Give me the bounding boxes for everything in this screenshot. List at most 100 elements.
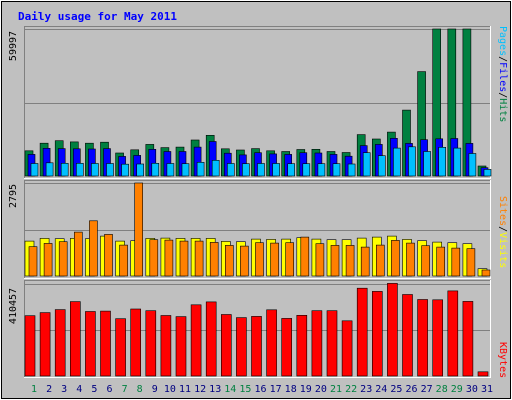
bar-pages-day-2 xyxy=(45,162,54,177)
bar-pages-day-17 xyxy=(272,163,280,177)
bar-pages-day-28 xyxy=(438,147,447,177)
bar-kbytes-day-8 xyxy=(130,308,141,377)
day-label-26: 26 xyxy=(405,384,417,395)
bar-kbytes-day-7 xyxy=(115,318,126,377)
bar-sites-day-18 xyxy=(285,242,295,277)
day-label-9: 9 xyxy=(152,384,158,395)
bar-kbytes-day-14 xyxy=(221,314,232,377)
bar-pages-day-29 xyxy=(453,147,462,177)
bar-sites-day-6 xyxy=(104,234,113,277)
bar-pages-day-15 xyxy=(242,163,250,177)
day-label-25: 25 xyxy=(390,384,402,395)
bar-pages-day-1 xyxy=(30,163,39,177)
bar-pages-day-13 xyxy=(211,160,220,177)
bar-kbytes-day-2 xyxy=(39,312,51,377)
day-label-29: 29 xyxy=(451,384,463,395)
day-label-3: 3 xyxy=(61,384,67,395)
bar-kbytes-day-13 xyxy=(205,301,217,377)
day-label-8: 8 xyxy=(137,384,143,395)
bar-kbytes-day-19 xyxy=(296,314,308,377)
day-label-16: 16 xyxy=(254,384,266,395)
bar-pages-day-4 xyxy=(76,163,84,177)
day-label-4: 4 xyxy=(76,384,82,395)
bar-pages-day-27 xyxy=(423,151,431,177)
bar-kbytes-day-25 xyxy=(387,283,398,377)
day-label-31: 31 xyxy=(481,384,493,395)
bar-sites-day-13 xyxy=(209,242,219,277)
bar-kbytes-day-9 xyxy=(145,310,157,377)
bar-sites-day-12 xyxy=(194,240,204,277)
bar-sites-day-2 xyxy=(43,243,53,277)
day-label-2: 2 xyxy=(46,384,52,395)
bar-pages-day-26 xyxy=(408,146,416,177)
bar-sites-day-22 xyxy=(345,245,355,277)
panel-bot-max-label: 410457 xyxy=(8,288,19,324)
bar-kbytes-day-22 xyxy=(341,320,353,377)
bar-kbytes-day-6 xyxy=(100,310,111,377)
bar-kbytes-day-20 xyxy=(311,310,323,377)
bar-sites-day-17 xyxy=(270,242,279,277)
bar-sites-day-27 xyxy=(421,245,430,277)
bar-pages-day-19 xyxy=(302,163,311,177)
day-label-21: 21 xyxy=(330,384,342,395)
bar-sites-day-10 xyxy=(164,239,174,277)
day-label-13: 13 xyxy=(209,384,221,395)
day-label-15: 15 xyxy=(239,384,251,395)
bar-kbytes-day-18 xyxy=(281,318,293,377)
bar-sites-day-8 xyxy=(134,182,143,277)
day-label-17: 17 xyxy=(270,384,282,395)
bar-sites-day-29 xyxy=(451,247,461,277)
bar-kbytes-day-23 xyxy=(356,287,368,377)
bar-pages-day-25 xyxy=(393,147,401,177)
day-label-23: 23 xyxy=(360,384,372,395)
bar-pages-day-9 xyxy=(151,163,160,177)
bar-kbytes-day-15 xyxy=(236,317,247,377)
panel-bot-legend: KBytes xyxy=(497,342,508,378)
bar-pages-day-10 xyxy=(166,163,175,177)
day-label-12: 12 xyxy=(194,384,206,395)
bar-pages-day-6 xyxy=(106,163,114,177)
day-label-6: 6 xyxy=(106,384,112,395)
bar-kbytes-day-29 xyxy=(447,290,459,377)
bar-pages-day-20 xyxy=(317,163,326,177)
bar-sites-day-4 xyxy=(74,231,83,277)
bar-pages-day-22 xyxy=(347,163,356,177)
bar-pages-day-8 xyxy=(136,163,144,177)
bar-sites-day-5 xyxy=(89,220,98,277)
bar-sites-day-15 xyxy=(240,245,249,277)
day-label-11: 11 xyxy=(179,384,191,395)
bar-kbytes-day-3 xyxy=(54,309,66,377)
bar-pages-day-24 xyxy=(377,155,386,177)
bar-pages-day-23 xyxy=(362,152,371,177)
day-label-10: 10 xyxy=(164,384,176,395)
bar-sites-day-24 xyxy=(375,244,385,277)
day-label-27: 27 xyxy=(421,384,433,395)
day-label-1: 1 xyxy=(31,384,37,395)
bar-sites-day-25 xyxy=(391,240,400,277)
bar-kbytes-day-27 xyxy=(417,299,428,377)
bar-kbytes-day-30 xyxy=(462,301,474,377)
bar-kbytes-day-11 xyxy=(175,316,187,377)
bar-sites-day-19 xyxy=(300,236,310,277)
bar-pages-day-3 xyxy=(60,163,69,177)
bar-pages-day-14 xyxy=(227,163,235,177)
day-label-24: 24 xyxy=(375,384,387,395)
bar-sites-day-1 xyxy=(28,246,38,277)
bar-pages-day-7 xyxy=(121,163,129,177)
legend-entry-top-2: Files xyxy=(497,62,508,92)
bar-kbytes-day-1 xyxy=(24,315,36,377)
bar-pages-day-31 xyxy=(483,169,492,177)
bar-kbytes-day-16 xyxy=(251,316,262,377)
day-label-14: 14 xyxy=(224,384,236,395)
bar-kbytes-day-5 xyxy=(85,311,96,377)
bar-sites-day-9 xyxy=(149,239,159,277)
bar-pages-day-30 xyxy=(468,153,477,177)
day-label-7: 7 xyxy=(122,384,128,395)
day-label-20: 20 xyxy=(315,384,327,395)
bar-kbytes-day-17 xyxy=(266,309,277,377)
day-label-19: 19 xyxy=(300,384,312,395)
bar-sites-day-11 xyxy=(179,240,189,277)
bar-sites-day-3 xyxy=(58,241,68,277)
legend-entry-bot-0: KBytes xyxy=(497,342,508,378)
